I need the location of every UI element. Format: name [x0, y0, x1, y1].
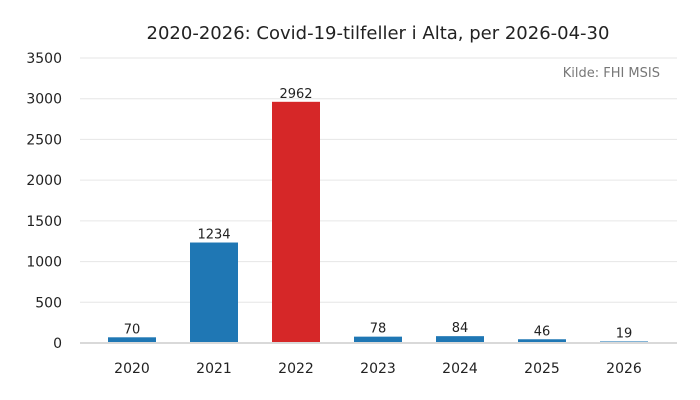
- data-label-2020: 70: [124, 322, 141, 337]
- x-tick-label-2024: 2024: [442, 361, 478, 377]
- y-tick-label-500: 500: [35, 295, 62, 311]
- y-tick-label-1000: 1000: [26, 255, 62, 271]
- bar-2024: [436, 336, 484, 343]
- x-axis-ticks: 2020 2021 2022 2023 2024 2025 2026: [114, 361, 642, 377]
- x-tick-label-2021: 2021: [196, 361, 232, 377]
- x-tick-label-2022: 2022: [278, 361, 314, 377]
- data-label-2021: 1234: [197, 228, 230, 243]
- data-label-2026: 19: [616, 326, 633, 341]
- data-label-2025: 46: [534, 324, 551, 339]
- y-tick-label-2500: 2500: [26, 132, 62, 148]
- bars: [108, 101, 648, 344]
- source-note: Kilde: FHI MSIS: [563, 66, 660, 81]
- data-label-2024: 84: [452, 321, 469, 336]
- y-tick-label-1500: 1500: [26, 214, 62, 230]
- bar-2021: [190, 242, 238, 343]
- y-tick-label-0: 0: [53, 336, 62, 352]
- y-tick-label-3000: 3000: [26, 92, 62, 108]
- data-labels: 70 1234 2962 78 84 46 19: [124, 87, 633, 342]
- y-axis-ticks: 0 500 1000 1500 2000 2500 3000 3500: [26, 51, 62, 352]
- x-tick-label-2023: 2023: [360, 361, 396, 377]
- x-tick-label-2026: 2026: [606, 361, 642, 377]
- x-tick-label-2025: 2025: [524, 361, 560, 377]
- bar-2023: [354, 336, 402, 343]
- bar-2020: [108, 337, 156, 343]
- bar-2025: [518, 339, 566, 343]
- bar-2022: [272, 101, 320, 344]
- y-tick-label-3500: 3500: [26, 51, 62, 67]
- x-tick-label-2020: 2020: [114, 361, 150, 377]
- chart-title: 2020-2026: Covid-19-tilfeller i Alta, pe…: [147, 23, 610, 44]
- data-label-2023: 78: [370, 322, 387, 337]
- y-tick-label-2000: 2000: [26, 173, 62, 189]
- data-label-2022: 2962: [279, 87, 312, 102]
- gridlines: [80, 57, 677, 303]
